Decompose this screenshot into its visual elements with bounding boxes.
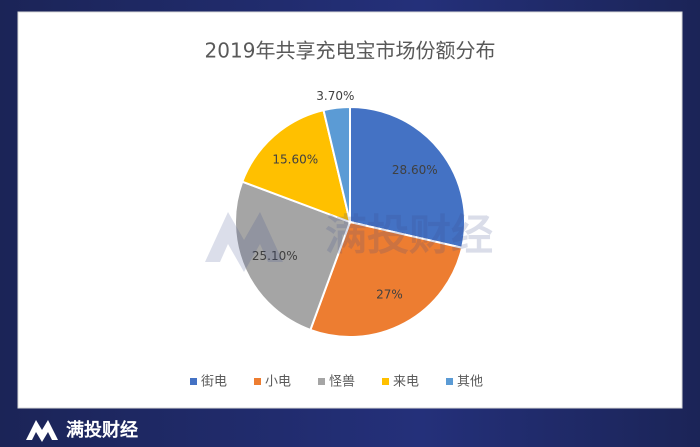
legend: 街电 小电 怪兽 来电 其他	[190, 375, 483, 390]
chart-title: 2019年共享充电宝市场份额分布	[205, 39, 496, 63]
data-label: 27%	[376, 287, 403, 301]
brand-logo	[26, 420, 58, 442]
pie: 28.60% 27% 25.10% 15.60% 3.70%	[234, 89, 466, 338]
watermark-logo	[205, 212, 283, 272]
watermark-text: 满投财经	[325, 211, 493, 260]
watermark: 满投财经	[205, 211, 493, 272]
data-label: 3.70%	[316, 89, 354, 103]
pie-slice	[234, 180, 352, 332]
pie-slice	[349, 105, 466, 249]
pie-slice	[322, 105, 351, 223]
legend-swatch	[190, 378, 197, 385]
legend-swatch	[446, 378, 453, 385]
legend-label: 其他	[457, 375, 483, 390]
data-label: 25.10%	[252, 249, 298, 263]
data-label: 15.60%	[272, 152, 318, 166]
legend-label: 来电	[393, 375, 419, 390]
legend-swatch	[318, 378, 325, 385]
legend-label: 怪兽	[329, 375, 355, 390]
data-label: 28.60%	[392, 163, 438, 177]
legend-swatch	[382, 378, 389, 385]
legend-swatch	[254, 378, 261, 385]
pie-slice	[241, 108, 352, 224]
legend-label: 小电	[265, 375, 291, 390]
brand-text: 满投财经	[66, 419, 138, 441]
pie-slice	[309, 220, 464, 338]
legend-label: 街电	[201, 375, 227, 390]
